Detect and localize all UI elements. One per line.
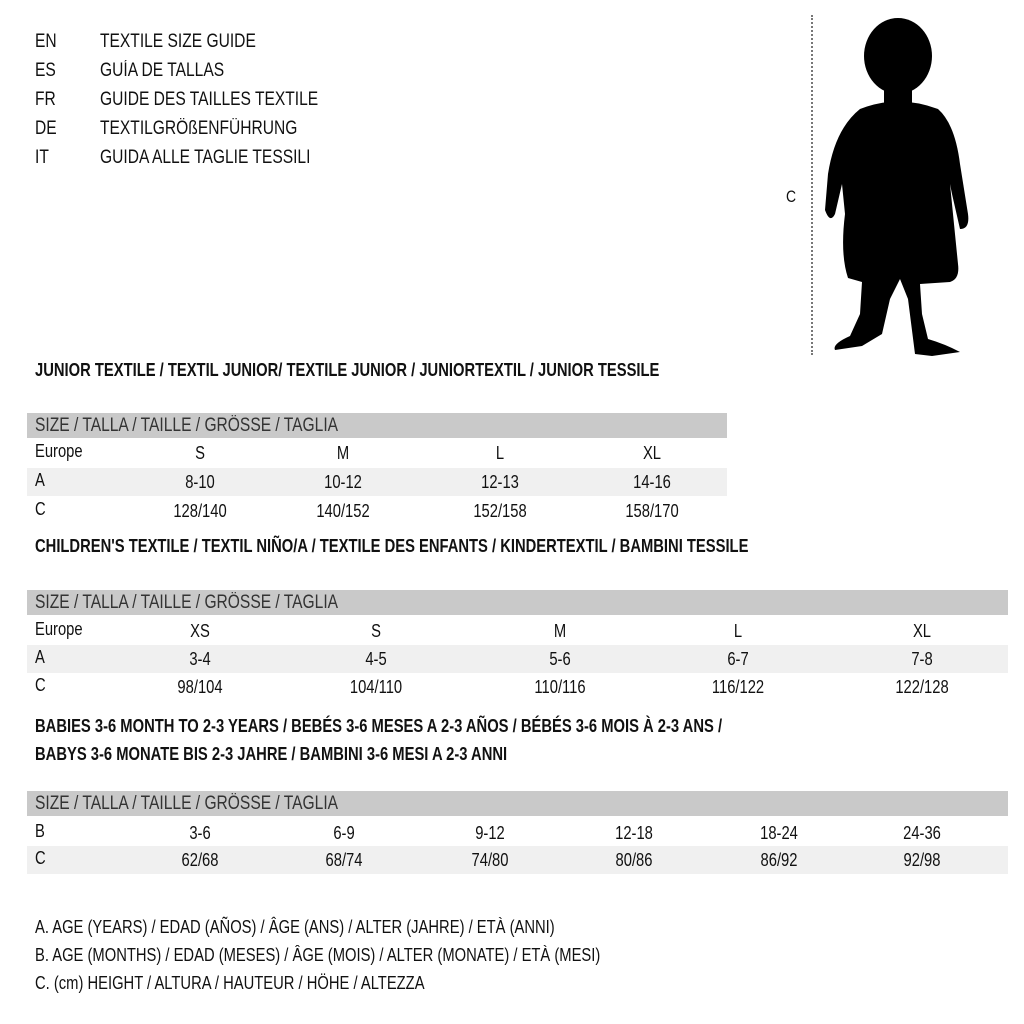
junior-row-label: C — [35, 499, 46, 519]
babies-cell: 3-6 — [189, 823, 211, 843]
junior-cell: L — [495, 443, 505, 463]
junior-cell: S — [195, 443, 205, 463]
babies-section-title: BABIES 3-6 MONTH TO 2-3 YEARS / BEBÉS 3-… — [35, 716, 723, 736]
children-cell: 98/104 — [177, 677, 223, 697]
junior-cell: XL — [642, 443, 662, 463]
lang-code: EN — [35, 31, 57, 52]
children-row-label: C — [35, 675, 46, 695]
children-header-band — [27, 590, 1008, 615]
children-cell: 6-7 — [727, 649, 749, 669]
junior-row-label: Europe — [35, 441, 83, 461]
child-silhouette-icon — [825, 18, 969, 356]
children-cell: 4-5 — [365, 649, 387, 669]
babies-row-label: C — [35, 848, 46, 868]
junior-header-band — [27, 413, 727, 438]
junior-cell: 152/158 — [473, 501, 527, 521]
babies-cell: 18-24 — [760, 823, 798, 843]
junior-cell: 158/170 — [625, 501, 679, 521]
height-measure-line — [811, 15, 813, 355]
junior-cell: M — [336, 443, 350, 463]
children-row-label: Europe — [35, 619, 83, 639]
junior-row-label: A — [35, 470, 45, 490]
children-cell: M — [553, 621, 567, 641]
junior-cell: 8-10 — [185, 472, 215, 492]
children-row-label: A — [35, 647, 45, 667]
babies-section-title: BABYS 3-6 MONATE BIS 2-3 JAHRE / BAMBINI… — [35, 744, 508, 764]
legend-b: B. AGE (MONTHS) / EDAD (MESES) / ÂGE (MO… — [35, 945, 601, 965]
legend-c: C. (cm) HEIGHT / ALTURA / HAUTEUR / HÖHE… — [35, 973, 425, 993]
children-cell: 7-8 — [911, 649, 933, 669]
lang-title: GUÍA DE TALLAS — [100, 60, 225, 81]
lang-title: GUIDE DES TAILLES TEXTILE — [100, 89, 319, 110]
children-row-band — [27, 645, 1008, 673]
babies-cell: 92/98 — [903, 850, 941, 870]
children-cell: 116/122 — [711, 677, 765, 697]
children-cell: 5-6 — [549, 649, 571, 669]
children-cell: XL — [912, 621, 932, 641]
lang-code: DE — [35, 118, 57, 139]
junior-cell: 14-16 — [633, 472, 671, 492]
children-header-label: SIZE / TALLA / TAILLE / GRÖSSE / TAGLIA — [35, 592, 339, 613]
junior-cell: 12-13 — [481, 472, 519, 492]
children-cell: 122/128 — [895, 677, 949, 697]
height-measure-label: C — [786, 187, 797, 206]
babies-cell: 6-9 — [333, 823, 355, 843]
children-cell: L — [733, 621, 743, 641]
lang-title: TEXTILGRÖßENFÜHRUNG — [100, 118, 298, 139]
babies-cell: 9-12 — [475, 823, 505, 843]
babies-cell: 74/80 — [471, 850, 509, 870]
lang-code: ES — [35, 60, 56, 81]
children-cell: 104/110 — [349, 677, 403, 697]
babies-cell: 80/86 — [615, 850, 653, 870]
babies-cell: 86/92 — [760, 850, 798, 870]
junior-section-title: JUNIOR TEXTILE / TEXTIL JUNIOR/ TEXTILE … — [35, 360, 660, 380]
babies-header-label: SIZE / TALLA / TAILLE / GRÖSSE / TAGLIA — [35, 793, 339, 814]
babies-cell: 24-36 — [903, 823, 941, 843]
babies-header-band — [27, 791, 1008, 816]
junior-cell: 10-12 — [324, 472, 362, 492]
children-cell: 110/116 — [534, 677, 586, 697]
children-section-title: CHILDREN'S TEXTILE / TEXTIL NIÑO/A / TEX… — [35, 536, 749, 556]
babies-cell: 68/74 — [325, 850, 363, 870]
lang-title: GUIDA ALLE TAGLIE TESSILI — [100, 147, 311, 168]
lang-code: FR — [35, 89, 56, 110]
babies-cell: 62/68 — [181, 850, 219, 870]
babies-row-label: B — [35, 821, 45, 841]
junior-cell: 140/152 — [316, 501, 370, 521]
babies-cell: 12-18 — [615, 823, 653, 843]
children-cell: S — [371, 621, 381, 641]
junior-row-band — [27, 468, 727, 496]
legend-a: A. AGE (YEARS) / EDAD (AÑOS) / ÂGE (ANS)… — [35, 917, 555, 937]
junior-header-label: SIZE / TALLA / TAILLE / GRÖSSE / TAGLIA — [35, 415, 339, 436]
junior-cell: 128/140 — [173, 501, 227, 521]
lang-code: IT — [35, 147, 49, 168]
children-cell: 3-4 — [189, 649, 211, 669]
babies-row-band — [27, 846, 1008, 874]
children-cell: XS — [190, 621, 210, 641]
lang-title: TEXTILE SIZE GUIDE — [100, 31, 256, 52]
